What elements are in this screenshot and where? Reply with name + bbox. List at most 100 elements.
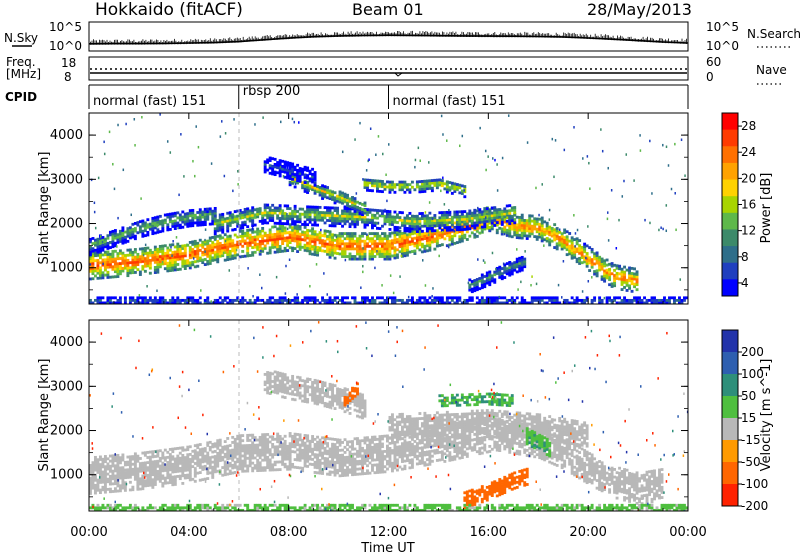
heatmap-band-7 <box>343 382 359 407</box>
freq-panel: Freq. [MHz] 18 8 60 0 Nave <box>6 55 787 85</box>
cpid-panel: CPID normal (fast) 151 rbsp 200 normal (fa… <box>5 84 689 109</box>
heatmap-band-3 <box>213 203 517 236</box>
heatmap-speckle <box>89 113 686 304</box>
colorbar-tick-label-3: 15 <box>741 411 756 425</box>
station-title: Hokkaido (fitACF) <box>95 0 243 20</box>
heatmap-band-8 <box>89 296 688 304</box>
colorbar-swatch-2 <box>722 146 738 164</box>
colorbar-tick-label-6: -100 <box>741 477 768 491</box>
colorbar-tick-label-1: 24 <box>741 145 756 159</box>
heatmap-band-5 <box>363 178 467 199</box>
colorbar-tick-label-1: 100 <box>741 367 764 381</box>
cpid-segment-label-0: normal (fast) 151 <box>93 94 206 109</box>
colorbar-tick-label-4: 12 <box>741 224 756 238</box>
heatmap-band-6 <box>525 427 552 458</box>
colorbar-tick-label-0: 200 <box>741 345 764 359</box>
noise-panel: N.Sky 10^5 10^0 10^5 10^0 N.Search <box>4 20 800 53</box>
x-tick-label-0: 00:00 <box>70 525 107 540</box>
colorbar-swatch-4 <box>722 179 738 197</box>
colorbar-tick-label-4: -15 <box>741 433 761 447</box>
nsky-series-spikes <box>88 30 687 45</box>
y-tick-label-2: 3000 <box>50 172 83 187</box>
x-tick-label-3: 12:00 <box>370 525 407 540</box>
heatmap-band-8 <box>89 503 688 511</box>
colorbar-swatch-10 <box>722 279 738 297</box>
nave-dip <box>394 72 403 77</box>
y-tick-label-3: 4000 <box>50 335 83 350</box>
x-tick-label-6: 00:00 <box>669 525 706 540</box>
colorbar-tick-label-2: 50 <box>741 389 756 403</box>
colorbar-swatch-6 <box>722 462 738 485</box>
colorbar-tick-label-6: 4 <box>741 276 749 290</box>
heatmap-speckle <box>89 321 688 511</box>
colorbar-swatch-8 <box>722 246 738 264</box>
colorbar-swatch-7 <box>722 484 738 507</box>
nave-tick-bottom: 0 <box>706 70 714 84</box>
power-ylabel: Slant Range [km] <box>37 152 52 265</box>
cpid-label: CPID <box>5 90 37 104</box>
colorbar-swatch-1 <box>722 129 738 147</box>
colorbar-swatch-0 <box>722 330 738 353</box>
colorbar-swatch-2 <box>722 374 738 397</box>
colorbar-swatch-7 <box>722 229 738 247</box>
cpid-segment-label-2: normal (fast) 151 <box>393 94 506 109</box>
nave-tick-top: 60 <box>706 55 721 69</box>
colorbar-tick-label-5: -50 <box>741 455 761 469</box>
heatmap-band-5 <box>438 392 514 408</box>
velocity-panel: 1000 2000 3000 4000 Slant Range [km] <box>37 319 689 512</box>
time-axis-label: Time UT <box>360 541 414 554</box>
heatmap-band-2 <box>263 370 367 420</box>
heatmap-band-2 <box>89 206 217 257</box>
colorbar-swatch-3 <box>722 396 738 419</box>
freq-tick-bottom: 8 <box>64 70 72 84</box>
colorbar-tick-label-7: -200 <box>741 499 768 513</box>
noise-right-tick-bottom: 10^0 <box>706 39 739 53</box>
noise-left-label: N.Sky <box>4 31 38 45</box>
colorbar-tick-label-0: 28 <box>741 119 756 133</box>
x-tick-label-4: 16:00 <box>470 525 507 540</box>
colorbar-swatch-4 <box>722 418 738 441</box>
x-tick-label-2: 08:00 <box>270 525 307 540</box>
colorbar-swatch-6 <box>722 212 738 230</box>
colorbar-swatch-3 <box>722 162 738 181</box>
cpid-segment-label-1: rbsp 200 <box>243 84 301 99</box>
velocity-ylabel: Slant Range [km] <box>37 359 52 472</box>
heatmap-band-6 <box>468 255 527 294</box>
velocity-colorbar: 200 100 50 15 -15 -50 -100 -200 <box>721 329 768 513</box>
power-colorbar: 28 24 20 16 12 8 4 <box>721 112 756 297</box>
colorbar-swatch-1 <box>722 352 738 375</box>
y-tick-label-0: 1000 <box>50 468 83 483</box>
heatmap-band-4 <box>288 170 367 217</box>
freq-tick-top: 18 <box>61 56 76 70</box>
freq-label-2: [MHz] <box>6 67 41 81</box>
date-title: 28/May/2013 <box>587 0 692 19</box>
noise-left-tick-top: 10^5 <box>49 20 82 34</box>
noise-right-tick-top: 10^5 <box>706 20 739 34</box>
power-colorbar-label: Power [dB] <box>759 173 774 244</box>
colorbar-tick-label-3: 16 <box>741 198 756 212</box>
x-tick-label-5: 20:00 <box>569 525 606 540</box>
y-tick-label-1: 2000 <box>50 424 83 439</box>
nave-label: Nave <box>756 63 787 77</box>
freq-label-1: Freq. <box>6 55 36 69</box>
velocity-colorbar-label: Velocity [m s^-1] <box>759 359 774 472</box>
beam-title: Beam 01 <box>352 0 424 19</box>
y-tick-label-2: 3000 <box>50 379 83 394</box>
time-axis: 00:00 04:00 08:00 12:00 16:00 20:00 00:00 <box>70 113 707 540</box>
colorbar-swatch-5 <box>722 196 738 214</box>
x-tick-label-1: 04:00 <box>170 525 207 540</box>
y-tick-label-0: 1000 <box>50 261 83 276</box>
colorbar-tick-label-2: 20 <box>741 171 756 185</box>
heatmap-band-4 <box>463 467 529 510</box>
noise-left-tick-bottom: 10^0 <box>49 39 82 53</box>
colorbar-swatch-9 <box>722 262 738 280</box>
y-tick-label-3: 4000 <box>50 128 83 143</box>
heatmap-band-7 <box>263 156 317 187</box>
colorbar-tick-label-5: 8 <box>741 250 749 264</box>
y-tick-label-1: 2000 <box>50 217 83 232</box>
noise-right-label: N.Search <box>747 27 800 41</box>
heatmap-band-3 <box>388 409 589 448</box>
power-panel: 1000 2000 3000 4000 Slant Range [km] <box>37 112 689 305</box>
colorbar-swatch-5 <box>722 440 738 463</box>
